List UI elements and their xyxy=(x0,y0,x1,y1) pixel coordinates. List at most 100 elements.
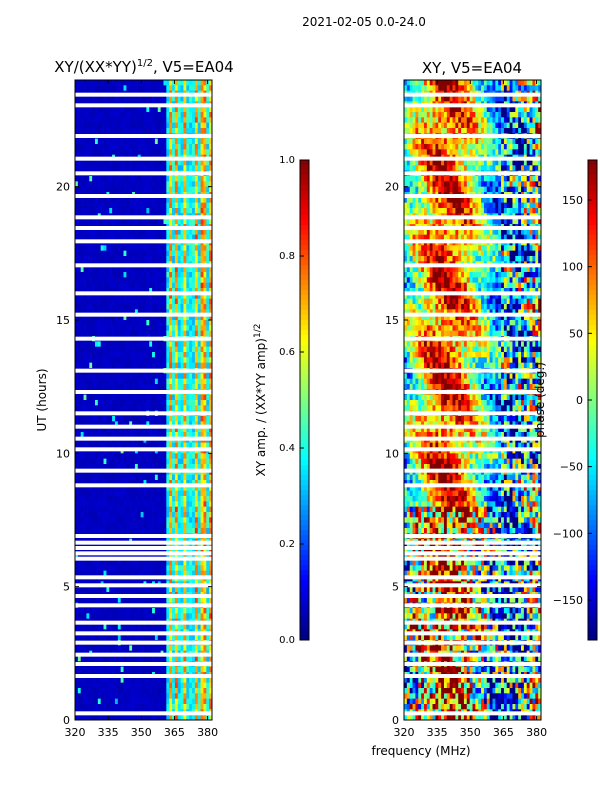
heatmap-cell xyxy=(83,608,87,614)
heatmap-cell xyxy=(180,293,184,300)
heatmap-cell xyxy=(106,250,110,257)
heatmap-cell xyxy=(192,106,196,113)
heatmap-cell xyxy=(154,309,159,316)
heatmap-cell xyxy=(163,106,167,113)
heatmap-cell xyxy=(132,362,136,369)
heatmap-cell xyxy=(132,176,136,182)
heatmap-cell xyxy=(206,330,210,337)
heatmap-cell xyxy=(206,272,210,278)
heatmap-cell xyxy=(132,490,136,497)
heatmap-cell xyxy=(140,421,144,428)
heatmap-cell xyxy=(172,405,176,412)
heatmap-cell xyxy=(114,320,119,326)
heatmap-cell xyxy=(134,528,139,534)
heatmap-cell xyxy=(157,597,162,604)
heatmap-cell xyxy=(137,570,142,577)
heatmap-cell xyxy=(92,309,96,316)
heatmap-cell xyxy=(152,272,156,278)
heatmap-cell xyxy=(200,208,204,214)
heatmap-cell xyxy=(197,165,201,172)
heatmap-cell xyxy=(174,165,179,172)
heatmap-cell xyxy=(143,106,147,113)
heatmap-cell xyxy=(86,570,90,577)
heatmap-cell xyxy=(83,384,87,390)
heatmap-cell xyxy=(134,186,139,193)
heatmap-cell xyxy=(166,293,170,300)
heatmap-cell xyxy=(149,464,153,470)
heatmap-cell xyxy=(140,517,144,524)
heatmap-cell xyxy=(137,293,142,300)
heatmap-cell xyxy=(75,288,79,294)
heatmap-cell xyxy=(75,234,79,241)
heatmap-cell xyxy=(177,282,181,289)
heatmap-cell xyxy=(100,176,104,182)
heatmap-cell xyxy=(192,293,196,300)
heatmap-cell xyxy=(206,624,210,630)
heatmap-cell xyxy=(132,613,136,620)
heatmap-cell xyxy=(174,405,179,412)
heatmap-cell xyxy=(75,586,79,593)
heatmap-cell xyxy=(197,405,201,412)
heatmap-cell xyxy=(132,272,136,278)
heatmap-cell xyxy=(194,266,199,273)
heatmap-cell xyxy=(92,400,96,406)
heatmap-cell xyxy=(132,352,136,358)
heatmap-cell xyxy=(106,176,110,182)
heatmap-cell xyxy=(194,453,199,460)
heatmap-cell xyxy=(123,512,127,518)
heatmap-cell xyxy=(169,320,173,326)
heatmap-cell xyxy=(206,282,210,289)
heatmap-cell xyxy=(132,117,136,124)
heatmap-cell xyxy=(157,144,162,150)
heatmap-cell xyxy=(137,229,142,236)
heatmap-cell xyxy=(157,325,162,332)
heatmap-cell xyxy=(114,421,119,428)
heatmap-cell xyxy=(97,320,102,326)
heatmap-cell xyxy=(89,613,93,620)
heatmap-cell xyxy=(103,432,107,438)
heatmap-cell xyxy=(200,256,204,262)
heatmap-cell xyxy=(134,288,139,294)
heatmap-cell xyxy=(157,421,162,428)
heatmap-cell xyxy=(100,362,104,369)
heatmap-cell xyxy=(137,405,142,412)
heatmap-cell xyxy=(149,309,153,316)
heatmap-cell xyxy=(129,464,133,470)
heatmap-cell xyxy=(83,464,87,470)
heatmap-cell xyxy=(206,325,210,332)
heatmap-cell xyxy=(152,362,156,369)
heatmap-cell xyxy=(123,400,127,406)
heatmap-cell xyxy=(163,325,167,332)
heatmap-cell xyxy=(160,496,164,502)
heatmap-cell xyxy=(86,202,90,209)
heatmap-cell xyxy=(194,293,199,300)
heatmap-cell xyxy=(100,282,104,289)
heatmap-cell xyxy=(169,464,173,470)
heatmap-cell xyxy=(152,421,156,428)
heatmap-cell xyxy=(75,138,79,145)
heatmap-cell xyxy=(172,517,176,524)
heatmap-cell xyxy=(75,218,79,225)
heatmap-cell xyxy=(123,138,127,145)
heatmap-cell xyxy=(177,421,181,428)
heatmap-cell xyxy=(154,517,159,524)
heatmap-cell xyxy=(89,266,93,273)
heatmap-cell xyxy=(157,565,162,572)
heatmap-cell xyxy=(94,485,99,492)
heatmap-cell xyxy=(123,608,127,614)
heatmap-cell xyxy=(200,453,204,460)
heatmap-cell xyxy=(169,288,173,294)
heatmap-cell xyxy=(109,362,113,369)
heatmap-cell xyxy=(123,314,127,321)
heatmap-cell xyxy=(172,245,176,252)
heatmap-cell xyxy=(106,373,110,380)
heatmap-cell xyxy=(92,144,96,150)
heatmap-cell xyxy=(132,394,136,401)
heatmap-cell xyxy=(103,490,107,497)
heatmap-cell xyxy=(140,293,144,300)
heatmap-cell xyxy=(126,277,130,284)
heatmap-cell xyxy=(189,112,193,118)
heatmap-cell xyxy=(137,517,142,524)
heatmap-cell xyxy=(172,442,176,449)
heatmap-cell xyxy=(177,586,181,593)
